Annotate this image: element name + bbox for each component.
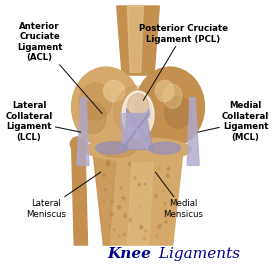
- Ellipse shape: [123, 198, 125, 200]
- Ellipse shape: [105, 189, 106, 191]
- Ellipse shape: [72, 67, 141, 147]
- Ellipse shape: [167, 167, 170, 170]
- Ellipse shape: [158, 168, 160, 170]
- Ellipse shape: [107, 159, 110, 163]
- Ellipse shape: [123, 233, 126, 236]
- Ellipse shape: [162, 190, 164, 192]
- Polygon shape: [93, 150, 183, 245]
- Ellipse shape: [85, 138, 191, 161]
- Polygon shape: [72, 144, 87, 245]
- Ellipse shape: [155, 195, 157, 198]
- Polygon shape: [77, 98, 89, 165]
- Ellipse shape: [103, 80, 125, 102]
- Ellipse shape: [114, 86, 162, 139]
- Polygon shape: [127, 6, 143, 72]
- Text: Lateral
Collateral
Ligament
(LCL): Lateral Collateral Ligament (LCL): [6, 101, 81, 142]
- Ellipse shape: [128, 163, 131, 166]
- Ellipse shape: [98, 142, 135, 158]
- Ellipse shape: [111, 201, 112, 202]
- Ellipse shape: [110, 213, 113, 217]
- Ellipse shape: [109, 226, 110, 227]
- Ellipse shape: [120, 187, 122, 189]
- Text: Medial
Mensicus: Medial Mensicus: [155, 172, 203, 219]
- Ellipse shape: [156, 235, 158, 237]
- Ellipse shape: [164, 203, 166, 204]
- Ellipse shape: [103, 199, 105, 202]
- Polygon shape: [127, 150, 154, 245]
- Ellipse shape: [106, 162, 109, 166]
- Ellipse shape: [167, 174, 169, 177]
- Ellipse shape: [129, 218, 132, 222]
- Ellipse shape: [103, 174, 105, 177]
- Ellipse shape: [135, 67, 205, 147]
- Polygon shape: [117, 6, 159, 75]
- Text: Posterior Cruciate
Ligament (PCL): Posterior Cruciate Ligament (PCL): [139, 24, 228, 100]
- Ellipse shape: [114, 229, 115, 230]
- Ellipse shape: [79, 83, 111, 120]
- Text: Ligaments: Ligaments: [154, 247, 240, 261]
- Ellipse shape: [95, 142, 127, 154]
- Ellipse shape: [134, 177, 136, 179]
- Polygon shape: [187, 98, 199, 165]
- Ellipse shape: [155, 80, 174, 102]
- Polygon shape: [93, 150, 117, 245]
- Ellipse shape: [122, 91, 154, 139]
- Ellipse shape: [127, 94, 149, 120]
- Ellipse shape: [122, 197, 123, 199]
- Text: Medial
Collateral
Ligament
(MCL): Medial Collateral Ligament (MCL): [198, 101, 269, 142]
- Ellipse shape: [163, 84, 182, 108]
- Ellipse shape: [143, 237, 145, 240]
- Ellipse shape: [165, 96, 191, 128]
- Ellipse shape: [118, 206, 121, 209]
- Polygon shape: [121, 113, 151, 148]
- Ellipse shape: [70, 137, 86, 151]
- Ellipse shape: [139, 207, 140, 208]
- Ellipse shape: [144, 183, 145, 185]
- Ellipse shape: [79, 102, 106, 134]
- Text: Knee: Knee: [108, 247, 151, 261]
- Ellipse shape: [140, 225, 143, 229]
- Ellipse shape: [138, 183, 140, 186]
- Text: Anterior
Cruciate
Ligament
(ACL): Anterior Cruciate Ligament (ACL): [17, 22, 102, 113]
- Ellipse shape: [119, 235, 120, 237]
- Ellipse shape: [165, 221, 167, 223]
- Text: Lateral
Meniscus: Lateral Meniscus: [26, 172, 101, 219]
- Ellipse shape: [158, 225, 161, 229]
- Ellipse shape: [149, 142, 181, 154]
- Polygon shape: [123, 113, 153, 150]
- Ellipse shape: [145, 230, 147, 232]
- Ellipse shape: [124, 214, 126, 217]
- Ellipse shape: [160, 224, 162, 226]
